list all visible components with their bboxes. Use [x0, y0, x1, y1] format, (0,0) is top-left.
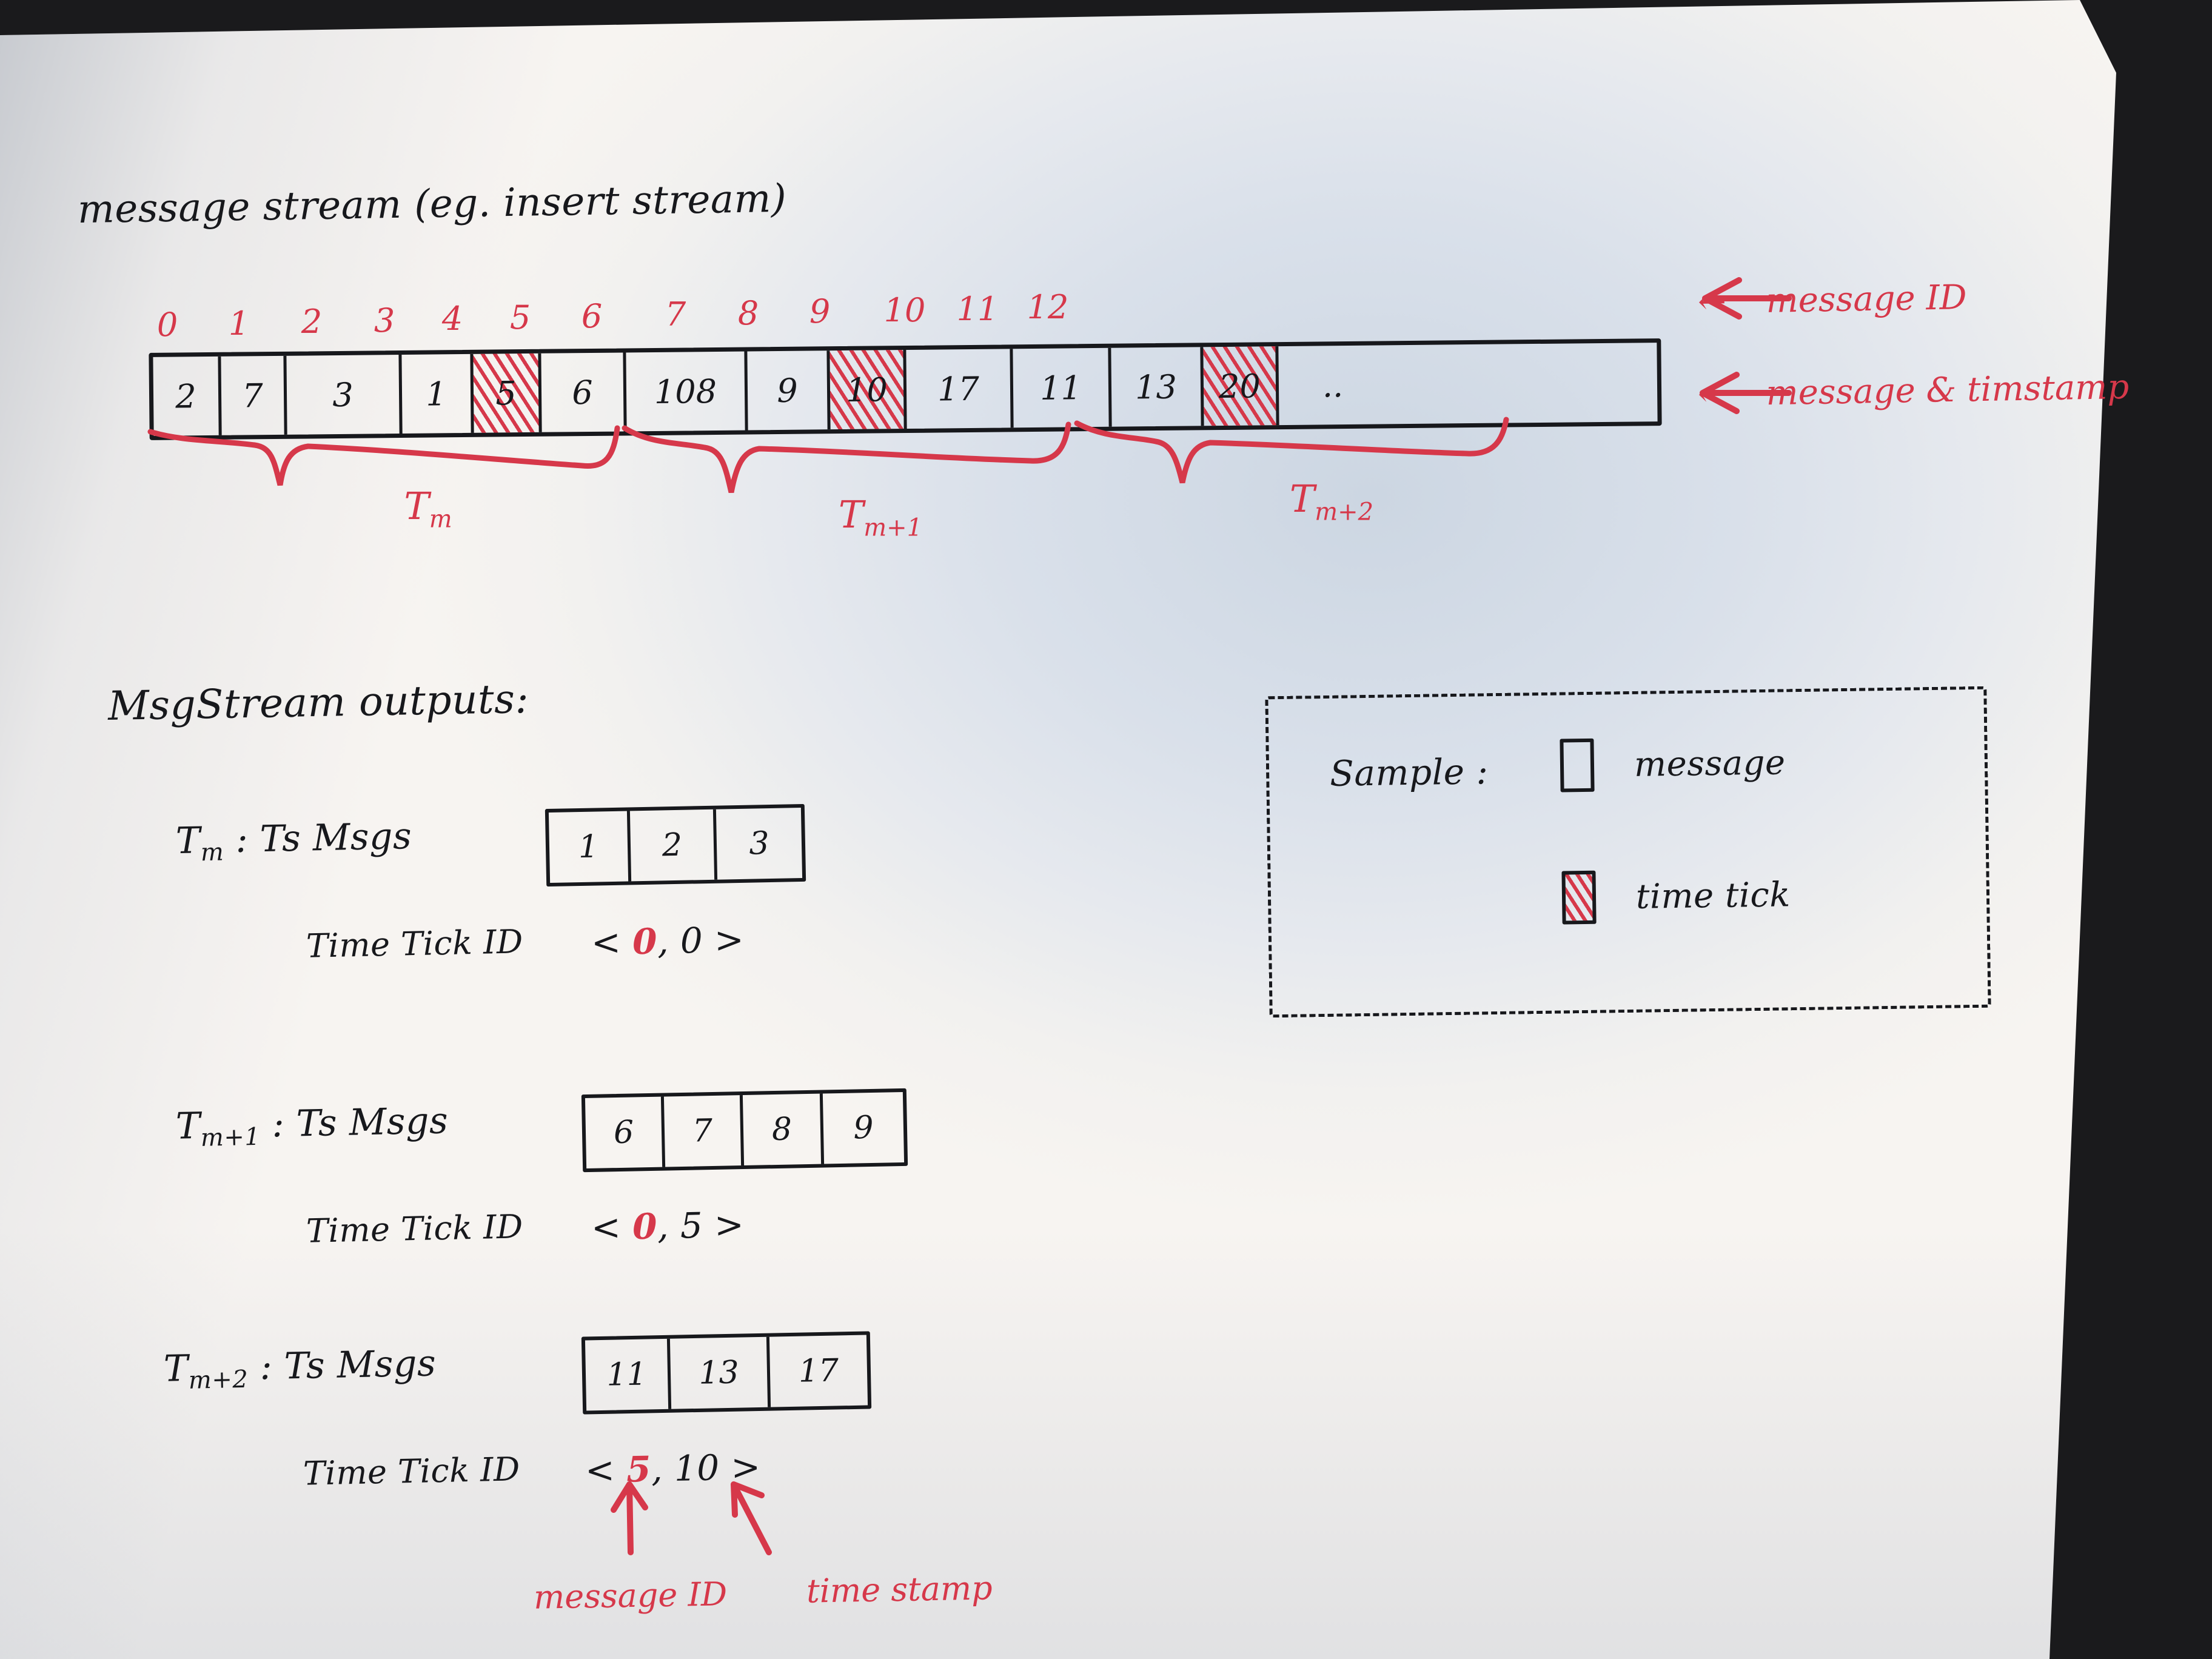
brace-label-1: Tm+1 — [839, 492, 922, 541]
stream-index-7: 7 — [665, 295, 686, 334]
stream-index-9: 9 — [809, 292, 831, 331]
brace-label-0: Tm — [404, 484, 452, 533]
stream-index-10: 10 — [883, 291, 926, 329]
tick-sep: , — [657, 920, 681, 962]
group-msgs-label: Ts Msgs — [260, 814, 412, 861]
tick-close: > — [719, 1446, 762, 1489]
legend-item-timetick: time tick — [1561, 868, 1791, 925]
stream-index-5: 5 — [509, 298, 531, 337]
group-colon: : — [247, 1345, 285, 1389]
brace-label-2: Tm+2 — [1290, 477, 1373, 526]
tick-message-id: 0 — [632, 1205, 658, 1248]
group-colon: : — [223, 818, 261, 862]
brace-label-base: T — [838, 492, 864, 537]
time-tick-id-value-1: < 0, 5 > — [591, 1204, 745, 1248]
stream-index-11: 11 — [956, 289, 999, 328]
legend-item-message: message — [1560, 736, 1786, 793]
tick-open: < — [585, 1449, 627, 1492]
group-msgs-label: Ts Msgs — [283, 1342, 437, 1388]
stream-index-12: 12 — [1027, 288, 1069, 327]
tick-close: > — [702, 1204, 745, 1246]
legend-item-timetick-label: time tick — [1635, 874, 1791, 917]
tick-timestamp: 10 — [674, 1447, 720, 1489]
tick-open: < — [591, 1206, 633, 1248]
stream-index-1: 1 — [228, 304, 250, 343]
output-group-label-0: Tm : Ts Msgs — [175, 815, 412, 867]
brace-label-base: T — [1289, 477, 1315, 521]
time-tick-id-label-0: Time Tick ID — [306, 922, 524, 965]
group-sub: m+2 — [188, 1365, 249, 1395]
output-msg-cell: 13 — [669, 1336, 771, 1409]
group-name: T — [175, 819, 201, 863]
output-group-label-2: Tm+2 : Ts Msgs — [163, 1342, 437, 1395]
tick-timestamp: 5 — [680, 1204, 703, 1247]
brace-label-sub: m — [429, 505, 452, 534]
output-msg-cell: 3 — [748, 825, 770, 862]
output-msgs-box-2: 11 13 17 — [581, 1331, 872, 1415]
output-msg-cell: 6 — [585, 1096, 666, 1169]
brace-label-base: T — [404, 484, 429, 528]
group-sub: m — [200, 838, 224, 867]
tick-timestamp: 0 — [680, 919, 703, 962]
time-tick-id-value-0: < 0, 0 > — [591, 919, 745, 963]
stream-index-6: 6 — [581, 297, 603, 335]
output-msg-cell: 17 — [798, 1352, 839, 1390]
output-msg-cell: 1 — [548, 811, 632, 883]
stream-index-0: 0 — [156, 306, 178, 344]
tick-open: < — [591, 921, 633, 964]
pointer-label-timestamp: time stamp — [806, 1569, 993, 1610]
output-msg-cell: 7 — [663, 1095, 745, 1167]
message-swatch-icon — [1560, 738, 1595, 793]
group-sub: m+1 — [200, 1122, 261, 1152]
pointer-label-message-id: message ID — [533, 1575, 728, 1617]
brace-label-sub: m+1 — [863, 514, 923, 542]
stream-brace-labels: Tm Tm+1 Tm+2 — [149, 418, 1665, 541]
stream-index-4: 4 — [441, 300, 463, 338]
group-name: T — [175, 1104, 201, 1148]
time-tick-id-label-2: Time Tick ID — [303, 1450, 521, 1493]
stream-index-row: 0 1 2 3 4 5 6 7 8 9 10 11 12 — [157, 285, 1598, 344]
output-msg-cell: 9 — [853, 1109, 874, 1147]
tick-sep: , — [651, 1447, 675, 1490]
legend-item-message-label: message — [1634, 742, 1786, 785]
group-msgs-label: Ts Msgs — [295, 1099, 449, 1145]
output-msg-cell: 11 — [585, 1338, 672, 1411]
group-colon: : — [260, 1102, 297, 1146]
time-tick-id-value-2: < 5, 10 > — [585, 1446, 761, 1491]
legend-box: Sample : message time tick — [1265, 686, 1991, 1018]
group-name: T — [163, 1347, 189, 1390]
output-msg-cell: 8 — [742, 1093, 825, 1166]
output-msg-cell: 2 — [629, 809, 718, 882]
timetick-swatch-icon — [1561, 870, 1597, 925]
time-tick-id-label-1: Time Tick ID — [306, 1207, 524, 1250]
stream-index-2: 2 — [301, 303, 323, 341]
output-group-label-1: Tm+1 : Ts Msgs — [175, 1099, 449, 1152]
stream-index-3: 3 — [374, 301, 395, 340]
tick-message-id: 5 — [626, 1448, 652, 1490]
stream-index-8: 8 — [737, 293, 759, 332]
tick-sep: , — [657, 1205, 681, 1247]
brace-label-sub: m+2 — [1315, 498, 1374, 526]
legend-title: Sample : — [1329, 751, 1489, 794]
tick-close: > — [702, 919, 745, 961]
tick-message-id: 0 — [632, 920, 658, 963]
